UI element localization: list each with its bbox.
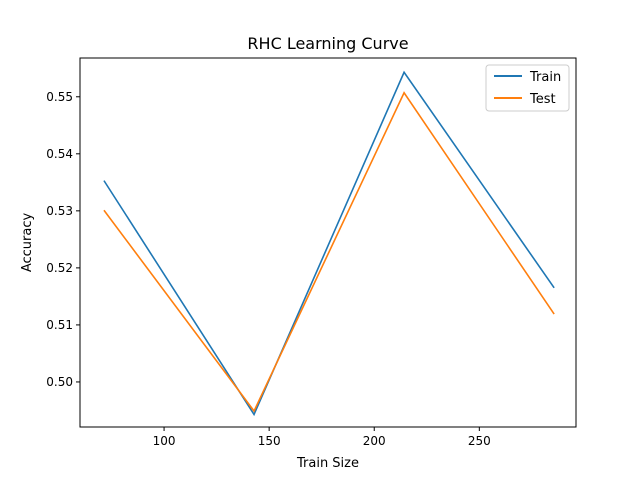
legend: Train Test bbox=[485, 64, 570, 112]
series-line-train bbox=[103, 70, 555, 417]
series-lines bbox=[103, 70, 555, 417]
x-axis-ticks: 100 150 200 250 bbox=[153, 427, 491, 448]
y-tick-label: 0.54 bbox=[46, 147, 73, 161]
y-tick-label: 0.52 bbox=[46, 261, 73, 275]
series-line-test bbox=[103, 91, 555, 413]
chart-title: RHC Learning Curve bbox=[247, 34, 408, 53]
x-tick-label: 100 bbox=[153, 434, 176, 448]
y-axis-label: Accuracy bbox=[20, 213, 35, 273]
y-tick-label: 0.55 bbox=[46, 90, 73, 104]
y-tick-label: 0.51 bbox=[46, 318, 73, 332]
x-tick-label: 200 bbox=[363, 434, 386, 448]
legend-label-test: Test bbox=[529, 92, 556, 107]
y-tick-label: 0.53 bbox=[46, 204, 73, 218]
x-tick-label: 250 bbox=[468, 434, 491, 448]
x-axis-label: Train Size bbox=[296, 456, 359, 471]
axes-frame bbox=[79, 57, 577, 428]
plot-area bbox=[79, 57, 577, 428]
x-tick-label: 150 bbox=[258, 434, 281, 448]
y-axis-ticks: 0.50 0.51 0.52 0.53 0.54 0.55 bbox=[46, 90, 80, 389]
legend-label-train: Train bbox=[529, 70, 561, 85]
y-tick-label: 0.50 bbox=[46, 375, 73, 389]
